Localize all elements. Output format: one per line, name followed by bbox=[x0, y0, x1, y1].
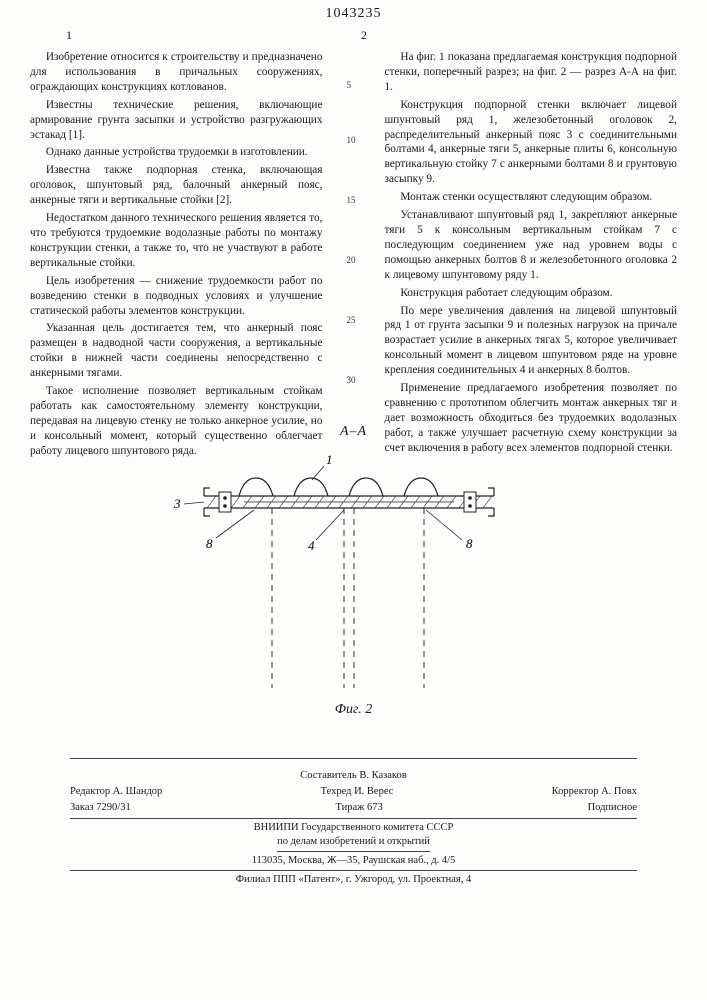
figure-area: 1 3 8 4 8 Фиг. 2 bbox=[30, 448, 677, 748]
left-p3: Однако данные устройства трудоемки в изг… bbox=[30, 145, 323, 160]
left-p6: Цель изобретения — снижение трудоемкости… bbox=[30, 274, 323, 319]
ruler-tick: 25 bbox=[347, 315, 356, 325]
right-p3: Монтаж стенки осуществляют следующим обр… bbox=[385, 190, 678, 205]
footer-block: Составитель В. Казаков Редактор А. Шандо… bbox=[30, 769, 677, 887]
right-p4: Устанавливают шпунтовый ряд 1, закрепляю… bbox=[385, 208, 678, 283]
right-p2: Конструкция подпорной стенки включает ли… bbox=[385, 98, 678, 187]
footer-compiler: Составитель В. Казаков bbox=[30, 769, 677, 783]
footer-order: Заказ 7290/31 bbox=[70, 801, 131, 815]
ruler-tick: 20 bbox=[347, 255, 356, 265]
footer-row-2: Заказ 7290/31 Тираж 673 Подписное bbox=[30, 801, 677, 815]
footer-divider-mid bbox=[70, 818, 637, 819]
footer-tirage: Тираж 673 bbox=[335, 801, 382, 815]
diagram-label-8a: 8 bbox=[206, 536, 213, 551]
ruler-tick: 10 bbox=[347, 135, 356, 145]
diagram-svg: 1 3 8 4 8 bbox=[144, 448, 564, 698]
page-root: 1043235 1 2 Изобретение относится к стро… bbox=[0, 0, 707, 1000]
left-p1: Изобретение относится к строительству и … bbox=[30, 50, 323, 95]
footer-row-1: Редактор А. Шандор Техред И. Верес Корре… bbox=[30, 785, 677, 799]
diagram-label-4: 4 bbox=[308, 538, 315, 553]
ruler-tick: 30 bbox=[347, 375, 356, 385]
left-p5: Недостатком данного технического решения… bbox=[30, 211, 323, 271]
text-columns: Изобретение относится к строительству и … bbox=[30, 50, 677, 420]
footer-org1: ВНИИПИ Государственного комитета СССР bbox=[30, 821, 677, 835]
document-number: 1043235 bbox=[326, 6, 382, 22]
line-ruler: 5 10 15 20 25 30 bbox=[347, 50, 361, 420]
figure-caption: Фиг. 2 bbox=[30, 702, 677, 718]
footer-divider-top bbox=[70, 758, 637, 759]
diagram-label-3: 3 bbox=[173, 496, 181, 511]
right-p7: Применение предлагаемого изобретения поз… bbox=[385, 381, 678, 456]
page-number-left: 1 bbox=[66, 28, 72, 43]
left-column: Изобретение относится к строительству и … bbox=[30, 50, 323, 420]
right-column: На фиг. 1 показана предлагаемая конструк… bbox=[385, 50, 678, 420]
footer-divider-bot bbox=[70, 870, 637, 871]
footer-addr1: 113035, Москва, Ж—35, Раушская наб., д. … bbox=[30, 854, 677, 868]
ruler-tick: 15 bbox=[347, 195, 356, 205]
footer-org2: по делам изобретений и открытий bbox=[277, 835, 430, 852]
right-p6: По мере увеличения давления на лицевой ш… bbox=[385, 304, 678, 379]
footer-corrector: Корректор А. Повх bbox=[552, 785, 637, 799]
footer-editor: Редактор А. Шандор bbox=[70, 785, 162, 799]
footer-tech: Техред И. Верес bbox=[321, 785, 394, 799]
right-p5: Конструкция работает следующим образом. bbox=[385, 286, 678, 301]
left-p2: Известны технические решения, включающие… bbox=[30, 98, 323, 143]
diagram-label-1: 1 bbox=[326, 452, 333, 467]
ruler-tick: 5 bbox=[347, 80, 352, 90]
right-p1: На фиг. 1 показана предлагаемая конструк… bbox=[385, 50, 678, 95]
page-number-right: 2 bbox=[361, 28, 367, 43]
left-p4: Известна также подпорная стенка, включаю… bbox=[30, 163, 323, 208]
left-p7: Указанная цель достигается тем, что анке… bbox=[30, 321, 323, 381]
footer-addr2: Филиал ППП «Патент», г. Ужгород, ул. Про… bbox=[30, 873, 677, 887]
footer-sign: Подписное bbox=[588, 801, 637, 815]
diagram-label-8b: 8 bbox=[466, 536, 473, 551]
